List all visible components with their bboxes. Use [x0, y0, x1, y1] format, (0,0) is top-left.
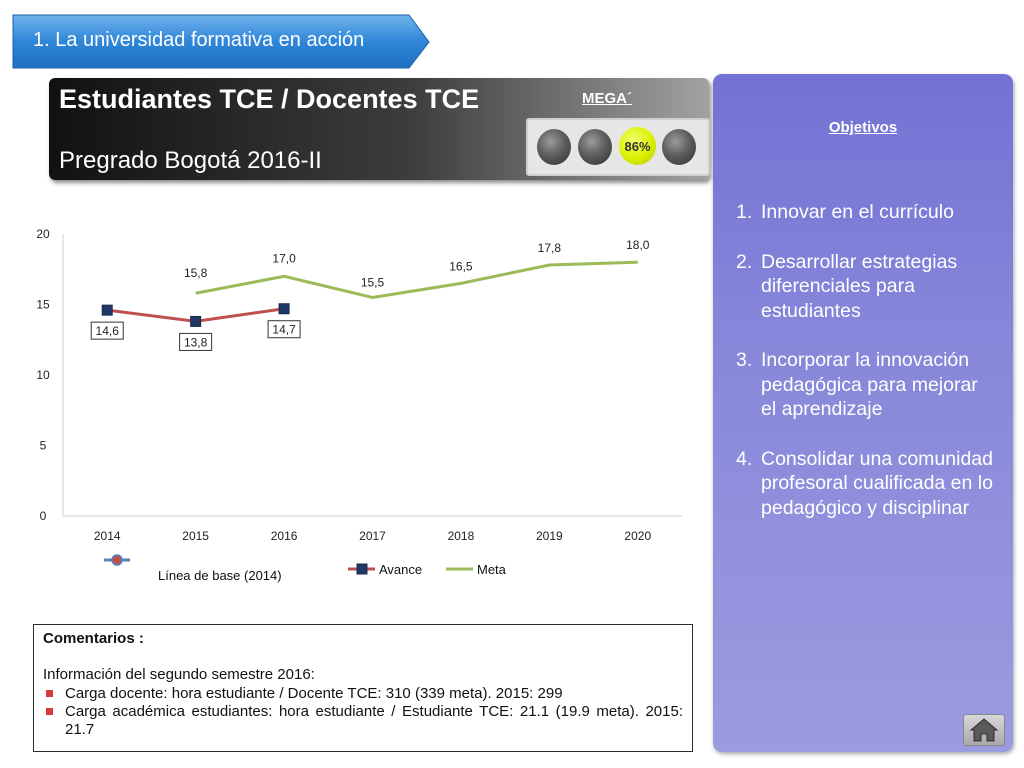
legend-label-baseline: Línea de base (2014) [158, 568, 282, 583]
comments-intro: Información del segundo semestre 2016: [43, 666, 315, 683]
series-line-meta [195, 260, 638, 299]
data-label-box-avance [267, 320, 301, 339]
x-tick-label: 2015 [182, 529, 209, 543]
data-point-avance [278, 303, 290, 315]
comment-item: Carga académica estudiantes: hora estudi… [43, 703, 683, 739]
x-tick-label: 2017 [359, 529, 386, 543]
x-tick-label: 2016 [271, 529, 298, 543]
objective-item: 3. Incorporar la innovación pedagógica p… [733, 348, 998, 422]
objective-item: 2. Desarrollar estrategias diferenciales… [733, 250, 998, 324]
line-chart: 0 5 10 15 20 2014 2015 2016 2017 2018 2019 2020 14,6… [0, 190, 712, 600]
home-icon [970, 718, 998, 742]
comments-list: Carga docente: hora estudiante / Docente… [43, 685, 683, 739]
data-label-meta: 17,0 [272, 251, 296, 265]
y-tick-label: 15 [36, 298, 50, 312]
section-banner: 1. La universidad formativa en acción [11, 13, 431, 70]
data-point-avance [101, 304, 113, 316]
objective-item: 1. Innovar en el currículo [733, 200, 998, 225]
indicator-light-off [537, 129, 571, 165]
x-tick-label: 2020 [624, 529, 651, 543]
objective-item: 4. Consolidar una comunidad profesoral c… [733, 447, 998, 521]
objectives-title: Objetivos [828, 119, 898, 136]
legend-marker-avance [356, 563, 368, 575]
data-label-meta: 16,5 [449, 259, 473, 273]
comment-item: Carga docente: hora estudiante / Docente… [43, 685, 683, 703]
bullet-icon [46, 708, 53, 715]
data-label-avance: 14,7 [272, 323, 296, 337]
home-button[interactable] [963, 714, 1005, 746]
data-label-meta: 17,8 [538, 241, 562, 255]
objective-number: 3. [736, 349, 753, 371]
x-tick-label: 2014 [94, 529, 121, 543]
data-label-avance: 13,8 [184, 335, 208, 349]
data-label-box-avance [179, 332, 213, 351]
legend-label-avance: Avance [379, 562, 423, 577]
data-point-avance [190, 315, 202, 327]
objective-text: Consolidar una comunidad profesoral cual… [761, 447, 993, 519]
indicator-light-off [662, 129, 696, 165]
data-label-meta: 18,0 [626, 238, 650, 252]
indicator-value: 86% [624, 139, 651, 154]
comments-box: Comentarios : Información del segundo se… [33, 624, 693, 752]
objective-text: Desarrollar estrategias diferenciales pa… [761, 250, 958, 322]
y-tick-label: 20 [36, 227, 50, 241]
data-label-meta: 15,8 [184, 266, 208, 280]
comment-text: Carga académica estudiantes: hora estudi… [65, 703, 683, 738]
legend-marker-baseline [111, 554, 123, 566]
data-label-meta: 15,5 [361, 275, 385, 289]
objective-text: Incorporar la innovación pedagógica para… [761, 349, 978, 420]
objective-text: Innovar en el currículo [761, 201, 954, 223]
y-tick-label: 0 [40, 509, 47, 523]
objectives-panel: Objetivos 1. Innovar en el currículo 2. … [713, 74, 1013, 752]
mega-label: MEGA´ [582, 90, 632, 107]
banner-label: 1. La universidad formativa en acción [33, 29, 365, 51]
chart-svg: 0 5 10 15 20 2014 2015 2016 2017 2018 2019 2020 14,6… [36, 227, 682, 575]
x-tick-label: 2019 [536, 529, 563, 543]
legend-label-meta: Meta [477, 562, 506, 577]
page-title: Estudiantes TCE / Docentes TCE [59, 84, 480, 114]
data-label-box-avance [90, 321, 124, 340]
objectives-list: 1. Innovar en el currículo 2. Desarrolla… [733, 200, 998, 545]
comment-text: Carga docente: hora estudiante / Docente… [65, 685, 563, 702]
objective-number: 4. [736, 447, 753, 470]
indicator-light-active: 86% [619, 127, 656, 165]
banner-arrow-shape [12, 14, 430, 69]
bullet-icon [46, 690, 53, 697]
comments-title: Comentarios : [43, 630, 144, 647]
data-label-avance: 14,6 [96, 324, 120, 338]
objective-number: 1. [736, 201, 753, 223]
traffic-light-indicator: 86% [526, 118, 710, 176]
x-tick-label: 2018 [448, 529, 475, 543]
page-subtitle: Pregrado Bogotá 2016-II [59, 147, 322, 174]
header-panel: Estudiantes TCE / Docentes TCE Pregrado … [49, 78, 710, 180]
objective-number: 2. [736, 250, 753, 273]
y-tick-label: 5 [40, 439, 47, 453]
y-tick-label: 10 [36, 368, 50, 382]
indicator-light-off [578, 129, 612, 165]
